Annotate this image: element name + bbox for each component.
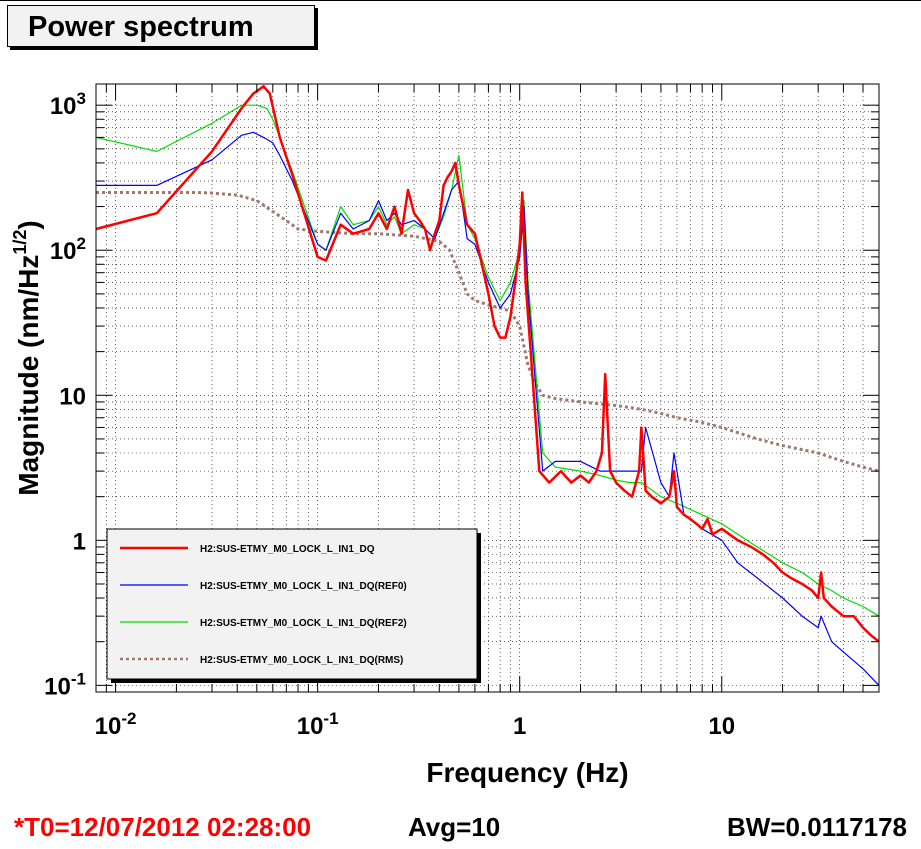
status-avg: Avg=10 (408, 812, 501, 842)
plot-frame (95, 83, 880, 693)
grid-layer (95, 84, 880, 693)
legend-label-3: H2:SUS-ETMY_M0_LOCK_L_IN1_DQ(RMS) (200, 655, 403, 666)
y-tick-label-exp: 2 (77, 234, 86, 253)
window-top-border (0, 0, 921, 1)
status-t0: *T0=12/07/2012 02:28:00 (14, 812, 312, 842)
series-line-1 (96, 131, 880, 686)
x-tick-label-exp: -2 (121, 709, 136, 728)
y-tick-label-base: 1 (73, 528, 86, 555)
legend-label-2: H2:SUS-ETMY_M0_LOCK_L_IN1_DQ(REF2) (200, 618, 407, 629)
y-tick-label: 1 (73, 528, 86, 555)
y-tick-label: 103 (50, 89, 86, 120)
y-axis-label-close: ) (13, 220, 44, 229)
series-layer (95, 85, 880, 686)
chart-title: Power spectrum (7, 5, 315, 47)
y-tick-label-base: 10 (50, 93, 77, 120)
y-axis-label-main: Magnitude (nm/Hz (13, 255, 44, 496)
x-tick-label: 10-2 (95, 709, 137, 740)
y-tick-label-exp: 3 (77, 89, 86, 108)
x-tick-label: 1 (513, 713, 526, 740)
y-tick-label-base: 10 (44, 673, 71, 700)
status-bw: BW=0.0117178 (727, 812, 907, 842)
y-tick-label: 10 (59, 383, 86, 410)
x-tick-label-base: 10 (708, 713, 735, 740)
legend-label-1: H2:SUS-ETMY_M0_LOCK_L_IN1_DQ(REF0) (200, 581, 407, 592)
y-tick-label-base: 10 (59, 383, 86, 410)
y-tick-label-base: 10 (50, 238, 77, 265)
y-tick-label-exp: -1 (71, 669, 86, 688)
y-axis-label-sup: 1/2 (10, 230, 30, 255)
x-tick-label-base: 1 (513, 713, 526, 740)
x-tick-label-base: 10 (297, 713, 324, 740)
legend-label-0: H2:SUS-ETMY_M0_LOCK_L_IN1_DQ (200, 544, 375, 555)
x-tick-label-base: 10 (95, 713, 122, 740)
x-tick-label: 10-1 (297, 709, 339, 740)
ticks-layer (95, 84, 880, 693)
series-line-0 (95, 85, 880, 643)
legend-box (106, 528, 478, 680)
legend: H2:SUS-ETMY_M0_LOCK_L_IN1_DQ H2:SUS-ETMY_… (106, 528, 481, 683)
status-bar: *T0=12/07/2012 02:28:00 Avg=10 BW=0.0117… (0, 808, 921, 848)
x-tick-label: 10 (708, 713, 735, 740)
y-tick-label: 102 (50, 234, 86, 265)
y-axis-label: Magnitude (nm/Hz1/2) (10, 220, 44, 495)
series-line-3 (96, 191, 880, 473)
x-axis-label: Frequency (Hz) (426, 757, 628, 788)
y-tick-label: 10-1 (44, 669, 86, 700)
legend-entries: H2:SUS-ETMY_M0_LOCK_L_IN1_DQ H2:SUS-ETMY_… (120, 544, 407, 666)
x-tick-label-exp: -1 (323, 709, 338, 728)
